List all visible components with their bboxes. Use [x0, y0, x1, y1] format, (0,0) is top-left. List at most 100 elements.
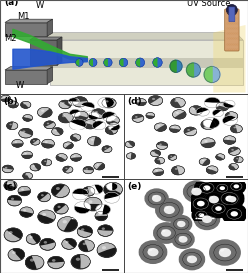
Text: (a): (a): [4, 0, 19, 7]
Circle shape: [30, 259, 34, 262]
Wedge shape: [59, 114, 69, 123]
Circle shape: [37, 107, 52, 117]
Circle shape: [148, 248, 152, 251]
Wedge shape: [89, 58, 93, 66]
Wedge shape: [71, 157, 81, 161]
Circle shape: [33, 165, 35, 167]
Circle shape: [226, 138, 229, 140]
Circle shape: [88, 136, 101, 146]
Circle shape: [63, 142, 73, 149]
Circle shape: [102, 98, 116, 108]
Circle shape: [25, 256, 44, 270]
Circle shape: [171, 98, 185, 108]
Wedge shape: [229, 164, 236, 170]
Circle shape: [234, 156, 243, 163]
Circle shape: [56, 154, 67, 162]
Wedge shape: [8, 104, 18, 108]
Circle shape: [108, 186, 112, 189]
Circle shape: [38, 192, 51, 202]
Wedge shape: [171, 98, 181, 108]
Wedge shape: [84, 204, 102, 210]
Circle shape: [4, 228, 23, 242]
Circle shape: [154, 123, 167, 131]
Circle shape: [44, 121, 55, 129]
Text: (e): (e): [127, 182, 141, 191]
Circle shape: [19, 129, 33, 138]
Circle shape: [102, 146, 112, 153]
Circle shape: [175, 233, 191, 245]
Circle shape: [228, 196, 232, 199]
Circle shape: [148, 192, 165, 205]
Circle shape: [201, 138, 215, 148]
Circle shape: [104, 58, 112, 67]
Wedge shape: [7, 122, 13, 129]
Circle shape: [83, 242, 86, 245]
Circle shape: [177, 221, 186, 227]
Circle shape: [204, 67, 220, 82]
Wedge shape: [40, 238, 55, 246]
Wedge shape: [76, 59, 79, 66]
Circle shape: [79, 240, 94, 252]
Circle shape: [40, 238, 56, 250]
Circle shape: [143, 245, 163, 260]
Circle shape: [89, 58, 97, 67]
Wedge shape: [105, 126, 114, 134]
Wedge shape: [40, 109, 52, 117]
Wedge shape: [127, 141, 135, 147]
Circle shape: [86, 168, 88, 170]
Circle shape: [187, 256, 197, 263]
Circle shape: [51, 184, 69, 198]
Circle shape: [108, 128, 111, 130]
Circle shape: [8, 248, 25, 261]
Wedge shape: [8, 195, 22, 201]
Circle shape: [44, 161, 46, 162]
Circle shape: [228, 196, 236, 202]
Circle shape: [187, 185, 206, 200]
Wedge shape: [64, 218, 77, 232]
Circle shape: [179, 236, 187, 243]
Circle shape: [58, 206, 61, 208]
Circle shape: [146, 112, 155, 119]
Circle shape: [11, 198, 14, 200]
Circle shape: [70, 154, 82, 161]
Circle shape: [175, 233, 191, 246]
Circle shape: [202, 215, 212, 223]
Circle shape: [201, 120, 215, 129]
Polygon shape: [5, 22, 47, 36]
Circle shape: [71, 255, 91, 269]
Circle shape: [5, 167, 7, 168]
Circle shape: [70, 134, 81, 141]
Circle shape: [31, 139, 40, 146]
Circle shape: [87, 137, 101, 146]
Circle shape: [75, 111, 88, 120]
Circle shape: [132, 114, 144, 122]
Wedge shape: [2, 165, 13, 170]
Circle shape: [172, 127, 175, 128]
Circle shape: [184, 127, 197, 136]
Polygon shape: [47, 67, 53, 84]
Circle shape: [184, 127, 197, 136]
Circle shape: [7, 195, 22, 206]
Wedge shape: [153, 171, 164, 176]
Circle shape: [25, 153, 27, 155]
Circle shape: [230, 125, 242, 133]
Circle shape: [216, 102, 229, 111]
Circle shape: [154, 123, 167, 132]
Circle shape: [98, 225, 113, 236]
Circle shape: [229, 164, 239, 170]
Wedge shape: [136, 102, 146, 106]
Circle shape: [226, 4, 237, 16]
Circle shape: [62, 238, 76, 249]
Wedge shape: [4, 183, 16, 190]
Wedge shape: [52, 184, 65, 196]
Circle shape: [83, 167, 94, 174]
Circle shape: [156, 142, 168, 150]
Circle shape: [65, 241, 69, 243]
Circle shape: [83, 167, 93, 174]
Wedge shape: [72, 97, 87, 102]
Circle shape: [214, 245, 236, 262]
Wedge shape: [172, 166, 179, 175]
Wedge shape: [31, 139, 38, 144]
Circle shape: [186, 63, 200, 77]
Circle shape: [106, 116, 120, 125]
